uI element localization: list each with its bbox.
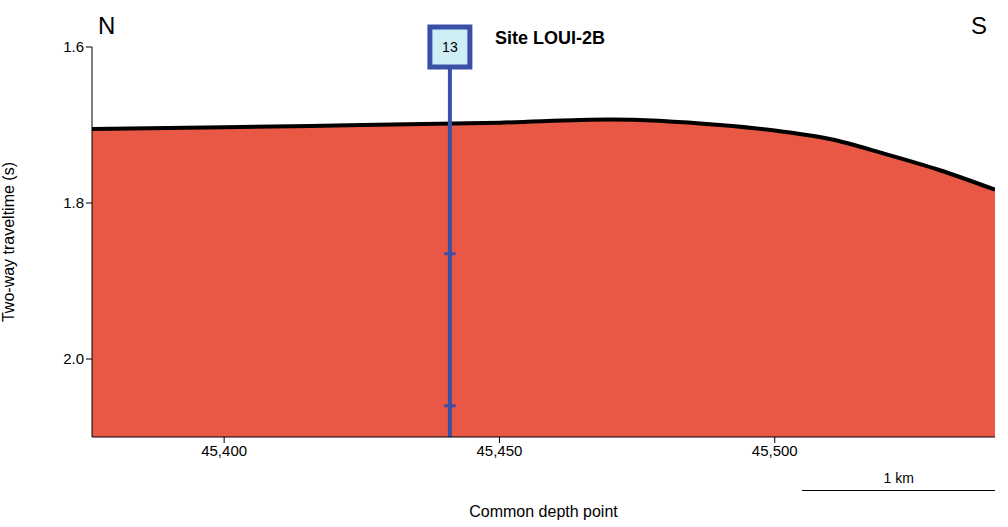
- svg-text:45,450: 45,450: [477, 442, 523, 459]
- svg-text:45,500: 45,500: [752, 442, 798, 459]
- svg-text:2.0: 2.0: [63, 350, 84, 367]
- svg-text:Site LOUI-2B: Site LOUI-2B: [495, 28, 605, 48]
- svg-text:Two-way traveltime (s): Two-way traveltime (s): [0, 162, 17, 322]
- svg-text:Common depth point: Common depth point: [469, 503, 618, 520]
- html-text:N: N: [98, 12, 116, 39]
- html-text:1 km: 1 km: [883, 470, 914, 486]
- svg-text:1.8: 1.8: [63, 194, 84, 211]
- svg-text:45,400: 45,400: [201, 442, 247, 459]
- html-text:S: S: [971, 12, 987, 39]
- svg-text:13: 13: [442, 39, 458, 55]
- svg-text:1.6: 1.6: [63, 38, 84, 55]
